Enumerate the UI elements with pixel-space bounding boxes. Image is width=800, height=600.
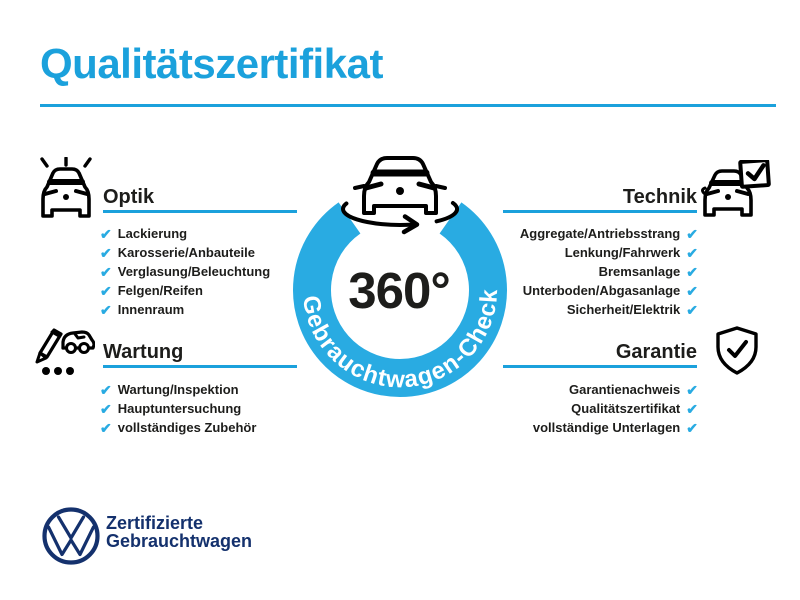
check-icon: ✔ bbox=[100, 263, 112, 280]
check-icon: ✔ bbox=[686, 381, 698, 398]
section-title-optik: Optik bbox=[103, 186, 155, 208]
section-title-technik: Technik bbox=[622, 186, 697, 208]
list-item: Unterboden/Abgasanlage ✔ bbox=[520, 281, 698, 300]
pencil-car-icon bbox=[35, 328, 95, 375]
item-label: Sicherheit/Elektrik bbox=[566, 302, 681, 317]
check-icon: ✔ bbox=[100, 301, 112, 318]
360-check-badge: Gebrauchtwagen-Check 360° bbox=[293, 156, 507, 397]
ring-shape bbox=[293, 202, 507, 397]
brand-claim: Zertifizierte Gebrauchtwagen bbox=[106, 514, 252, 550]
item-label: Lenkung/Fahrwerk bbox=[564, 245, 681, 260]
brand-line-1: Zertifizierte bbox=[106, 513, 204, 533]
degree-label: 360° bbox=[348, 262, 450, 319]
page-title: Qualitätszertifikat bbox=[40, 40, 383, 87]
section-title-wartung: Wartung bbox=[103, 341, 184, 363]
item-label: Wartung/Inspektion bbox=[117, 382, 239, 397]
check-icon: ✔ bbox=[100, 381, 112, 398]
list-item: Garantienachweis ✔ bbox=[533, 380, 698, 399]
list-item: ✔ vollständiges Zubehör bbox=[100, 418, 256, 437]
list-item: Lenkung/Fahrwerk ✔ bbox=[520, 243, 698, 262]
check-icon: ✔ bbox=[100, 225, 112, 242]
check-icon: ✔ bbox=[100, 400, 112, 417]
item-label: vollständige Unterlagen bbox=[532, 420, 681, 435]
vw-logo bbox=[42, 507, 100, 565]
item-label: Hauptuntersuchung bbox=[117, 401, 242, 416]
list-item: Aggregate/Antriebsstrang ✔ bbox=[520, 224, 698, 243]
list-item: vollständige Unterlagen ✔ bbox=[533, 418, 698, 437]
item-label: Aggregate/Antriebsstrang bbox=[519, 226, 681, 241]
list-item: ✔ Verglasung/Beleuchtung bbox=[100, 262, 270, 281]
check-icon: ✔ bbox=[686, 419, 698, 436]
list-item: Bremsanlage ✔ bbox=[520, 262, 698, 281]
item-label: Bremsanlage bbox=[598, 264, 681, 279]
check-icon: ✔ bbox=[100, 244, 112, 261]
car-checkbox-icon bbox=[701, 160, 771, 217]
item-label: Verglasung/Beleuchtung bbox=[117, 264, 271, 279]
item-label: Unterboden/Abgasanlage bbox=[522, 283, 681, 298]
item-label: Qualitätszertifikat bbox=[571, 401, 681, 416]
brand-line-2: Gebrauchtwagen bbox=[106, 531, 253, 551]
check-icon: ✔ bbox=[686, 244, 698, 261]
list-item: ✔ Wartung/Inspektion bbox=[100, 380, 256, 399]
item-label: Innenraum bbox=[117, 302, 185, 317]
check-icon: ✔ bbox=[686, 225, 698, 242]
checklist-wartung: ✔ Wartung/Inspektion ✔ Hauptuntersuchung ✔… bbox=[100, 380, 256, 437]
checklist-optik: ✔ Lackierung ✔ Karosserie/Anbauteile ✔ Verg… bbox=[100, 224, 270, 319]
check-icon: ✔ bbox=[686, 263, 698, 280]
list-item: ✔ Lackierung bbox=[100, 224, 270, 243]
check-icon: ✔ bbox=[686, 282, 698, 299]
list-item: ✔ Karosserie/Anbauteile bbox=[100, 243, 270, 262]
check-icon: ✔ bbox=[100, 282, 112, 299]
item-label: Lackierung bbox=[117, 226, 188, 241]
check-icon: ✔ bbox=[686, 400, 698, 417]
item-label: vollständiges Zubehör bbox=[117, 420, 257, 435]
section-underline-wartung bbox=[103, 365, 297, 368]
section-underline-optik bbox=[103, 210, 297, 213]
item-label: Felgen/Reifen bbox=[117, 283, 203, 298]
checklist-technik: Aggregate/Antriebsstrang ✔ Lenkung/Fahrwe… bbox=[520, 224, 698, 319]
item-label: Garantienachweis bbox=[568, 382, 681, 397]
section-underline-garantie bbox=[503, 365, 697, 368]
list-item: Sicherheit/Elektrik ✔ bbox=[520, 300, 698, 319]
section-title-garantie: Garantie bbox=[615, 341, 697, 363]
list-item: ✔ Felgen/Reifen bbox=[100, 281, 270, 300]
car-360-icon bbox=[341, 156, 460, 235]
check-icon: ✔ bbox=[686, 301, 698, 318]
title-divider bbox=[40, 104, 776, 107]
check-icon: ✔ bbox=[100, 419, 112, 436]
item-label: Karosserie/Anbauteile bbox=[117, 245, 256, 260]
checklist-garantie: Garantienachweis ✔ Qualitätszertifikat ✔ v… bbox=[533, 380, 698, 437]
list-item: Qualitätszertifikat ✔ bbox=[533, 399, 698, 418]
list-item: ✔ Innenraum bbox=[100, 300, 270, 319]
shield-check-icon bbox=[716, 326, 758, 375]
car-shine-icon bbox=[40, 157, 92, 218]
section-underline-technik bbox=[503, 210, 697, 213]
list-item: ✔ Hauptuntersuchung bbox=[100, 399, 256, 418]
